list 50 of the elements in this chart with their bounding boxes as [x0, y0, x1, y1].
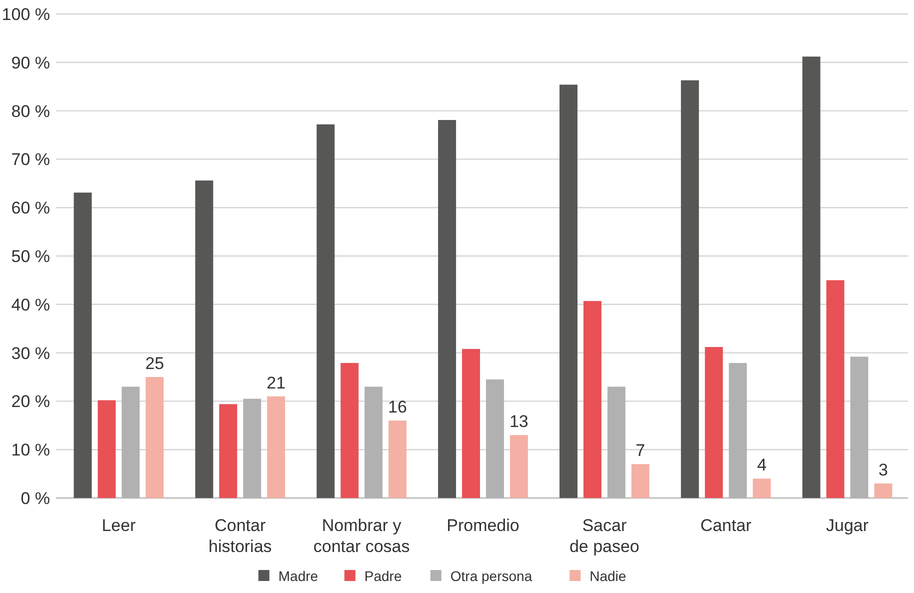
bar: [98, 400, 116, 498]
y-tick-label: 60 %: [11, 198, 50, 218]
bar: [340, 362, 359, 498]
data-label: 13: [509, 412, 528, 432]
x-tick-label: Cantar: [700, 516, 752, 535]
y-tick-label: 0 %: [20, 488, 50, 508]
bar: [219, 404, 238, 498]
bar: [826, 280, 844, 498]
bar: [316, 124, 335, 498]
bar: [438, 120, 456, 498]
bar: [874, 483, 892, 498]
data-label: 16: [388, 398, 407, 417]
y-tick-label: 100 %: [2, 4, 50, 24]
data-label: 25: [145, 354, 164, 373]
bar: [267, 396, 286, 498]
bar: [462, 348, 480, 498]
bar: [195, 180, 214, 498]
legend-label: Madre: [278, 568, 318, 584]
y-tick-label: 30 %: [11, 344, 50, 363]
bar: [510, 435, 528, 498]
x-tick-label: Contar historias: [208, 516, 272, 556]
y-tick-label: 90 %: [11, 53, 50, 72]
bar: [802, 56, 820, 498]
bar: [146, 377, 164, 498]
y-tick-label: 10 %: [11, 440, 50, 460]
bar: [583, 301, 602, 498]
legend-label: Padre: [364, 568, 402, 584]
x-tick-label: Leer: [102, 516, 136, 535]
legend-label: Nadie: [590, 568, 626, 584]
y-tick-label: 20 %: [11, 392, 50, 412]
bar: [74, 192, 92, 498]
x-tick-label: Jugar: [826, 516, 869, 535]
data-label: 7: [636, 441, 646, 460]
bar: [388, 420, 406, 498]
bar: [560, 84, 578, 498]
data-label: 3: [878, 460, 888, 480]
x-tick-label: Promedio: [446, 516, 520, 535]
bar: [680, 80, 699, 498]
x-tick-label: Sacar de paseo: [569, 516, 640, 556]
y-tick-label: 70 %: [11, 150, 50, 170]
legend-label: Otra persona: [450, 568, 532, 584]
bar: [752, 478, 771, 498]
x-tick-label: Nombrar y contar cosas: [313, 516, 410, 556]
bar: [631, 464, 650, 498]
data-label: 4: [757, 456, 767, 475]
data-label: 21: [266, 373, 286, 392]
y-tick-label: 40 %: [11, 295, 50, 314]
y-tick-label: 80 %: [11, 102, 50, 121]
y-tick-label: 50 %: [11, 246, 50, 266]
bar: [704, 346, 723, 498]
